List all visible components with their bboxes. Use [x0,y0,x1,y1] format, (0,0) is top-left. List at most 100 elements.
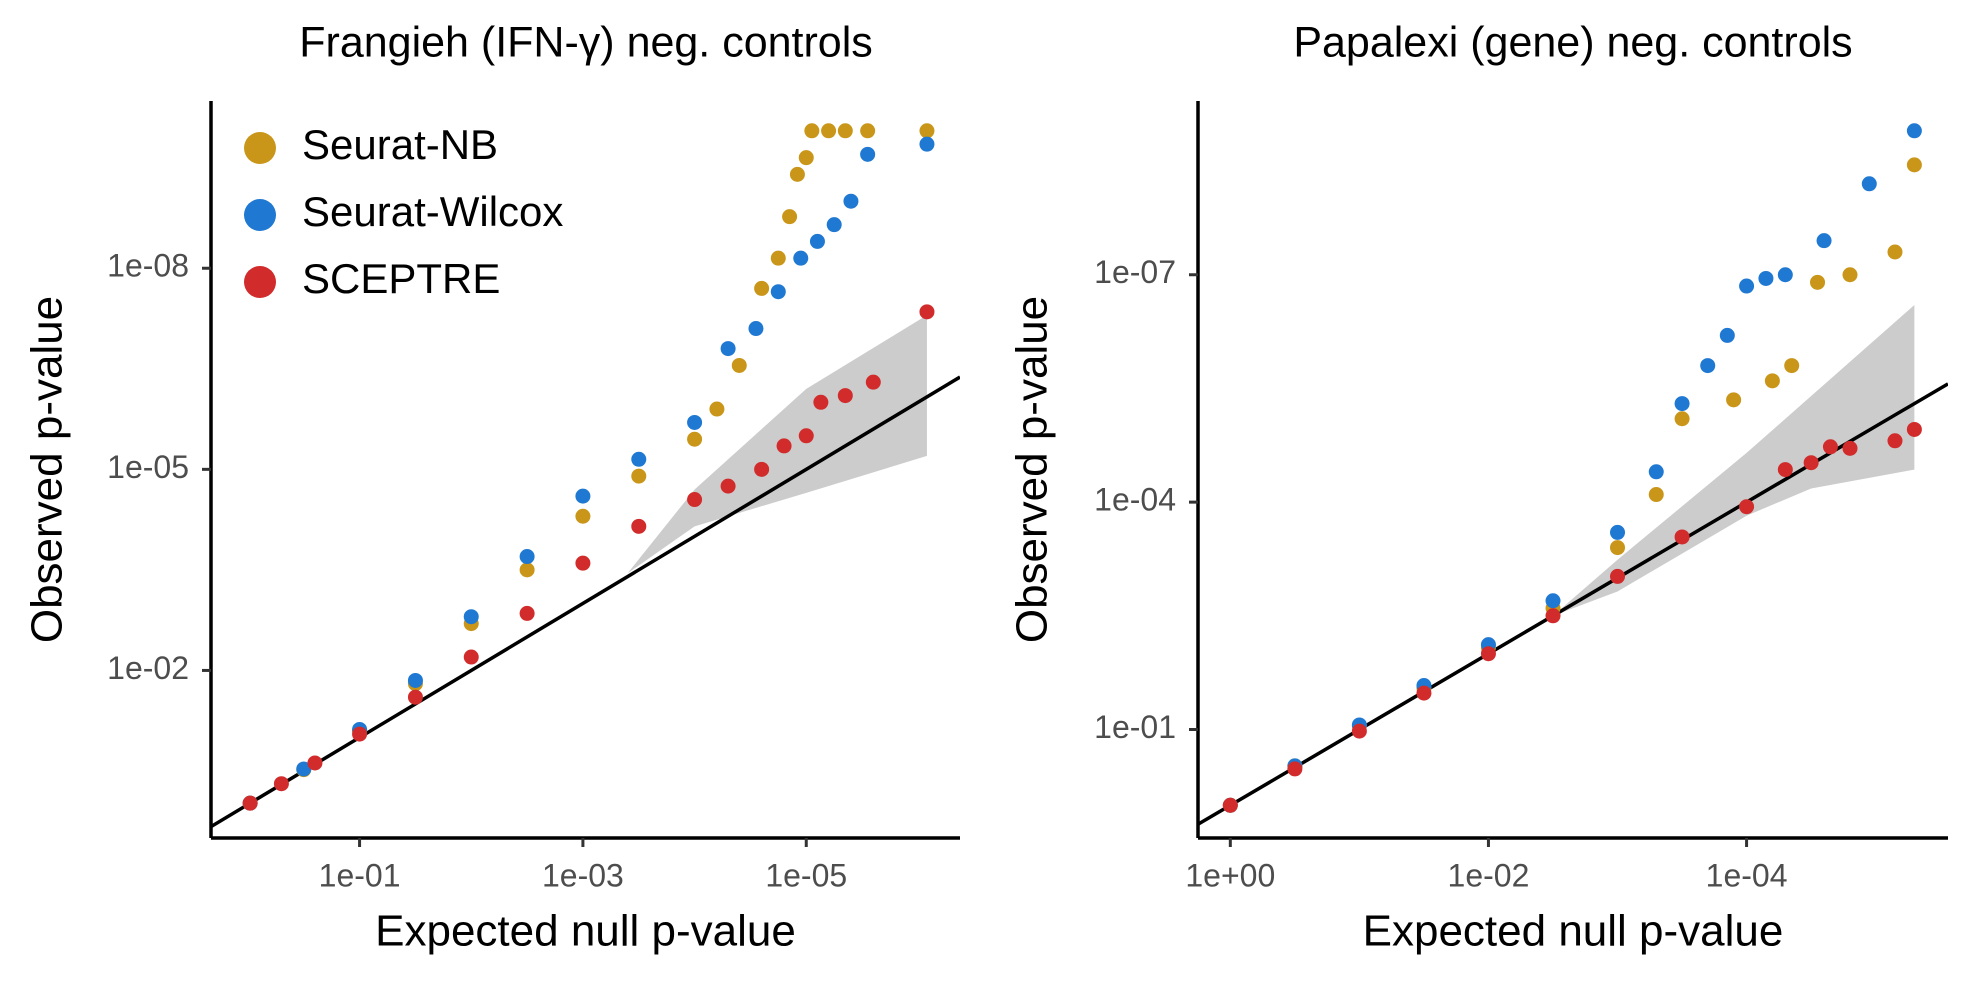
data-point [919,304,935,320]
data-point [843,193,859,209]
data-point [631,451,647,467]
data-point [463,649,479,665]
data-point [1764,373,1780,389]
data-point [748,321,764,337]
panel: Papalexi (gene) neg. controls Expected nu… [1008,18,1948,956]
chart-title: Frangieh (IFN-γ) neg. controls [299,18,873,66]
reference-line [211,375,960,829]
x-tick-label: 1e+00 [1185,857,1275,893]
data-point [798,150,814,166]
data-point [1545,593,1561,609]
x-tick-label: 1e-03 [542,857,624,893]
data-point [1222,797,1238,813]
plot-area [211,123,960,829]
x-tick-label: 1e-04 [1706,857,1788,893]
data-point [687,492,703,508]
data-point [687,431,703,447]
data-point [407,689,423,705]
confidence-band [1553,305,1915,616]
data-point [1719,327,1735,343]
data-point [860,146,876,162]
data-point [919,136,935,152]
data-point [1674,396,1690,412]
data-point [754,280,770,296]
data-point [1648,464,1664,480]
y-tick-label: 1e-08 [107,248,189,284]
data-point [575,555,591,571]
data-point [1739,499,1755,515]
data-point [837,388,853,404]
data-point [754,461,770,477]
data-point [1545,608,1561,624]
data-point [919,123,935,139]
data-point [1906,123,1922,139]
data-point [821,123,837,139]
data-point [826,217,842,233]
data-point [575,488,591,504]
data-point [860,123,876,139]
data-point [1416,685,1432,701]
legend-label: Seurat-NB [302,121,498,168]
data-point [575,508,591,524]
data-point [1887,244,1903,260]
y-tick-label: 1e-04 [1094,482,1176,518]
data-point [1822,439,1838,455]
legend-label: SCEPTRE [302,255,500,302]
y-tick-label: 1e-02 [107,650,189,686]
data-point [782,209,798,225]
y-tick-label: 1e-01 [1094,709,1176,745]
data-point [1777,267,1793,283]
data-point [720,341,736,357]
data-point [1610,524,1626,540]
data-point [798,428,814,444]
data-point [865,374,881,390]
panel: Frangieh (IFN-γ) neg. controls Expected n… [23,18,960,956]
data-point [1906,421,1922,437]
data-point [1726,392,1742,408]
data-point [296,761,312,777]
data-point [631,518,647,534]
plot-area [1198,123,1948,826]
data-point [463,609,479,625]
data-point [1784,358,1800,374]
legend-marker [244,199,276,231]
data-point [519,549,535,565]
data-point [1887,433,1903,449]
data-point [789,166,805,182]
data-point [242,795,258,811]
data-point [1758,270,1774,286]
data-point [307,755,323,771]
x-tick-label: 1e-01 [319,857,401,893]
data-point [1610,540,1626,556]
x-tick-label: 1e-02 [1448,857,1530,893]
legend-marker [244,132,276,164]
data-point [776,438,792,454]
data-point [720,478,736,494]
y-axis-label: Observed p-value [23,296,72,643]
chart-title: Papalexi (gene) neg. controls [1293,18,1852,66]
data-point [519,562,535,578]
legend-label: Seurat-Wilcox [302,188,563,235]
data-point [1803,455,1819,471]
data-point [1816,233,1832,249]
data-point [731,357,747,373]
data-point [1739,278,1755,294]
data-point [770,284,786,300]
data-point [273,776,289,792]
data-point [1842,267,1858,283]
data-point [687,414,703,430]
data-point [1700,358,1716,374]
data-point [1674,411,1690,427]
data-point [1287,761,1303,777]
data-point [813,394,829,410]
data-point [1674,529,1690,545]
data-point [1842,440,1858,456]
data-point [1906,157,1922,173]
data-point [631,468,647,484]
x-tick-label: 1e-05 [765,857,847,893]
data-point [407,672,423,688]
data-point [804,123,820,139]
data-point [1480,646,1496,662]
data-point [352,726,368,742]
x-axis-label: Expected null p-value [375,907,796,956]
